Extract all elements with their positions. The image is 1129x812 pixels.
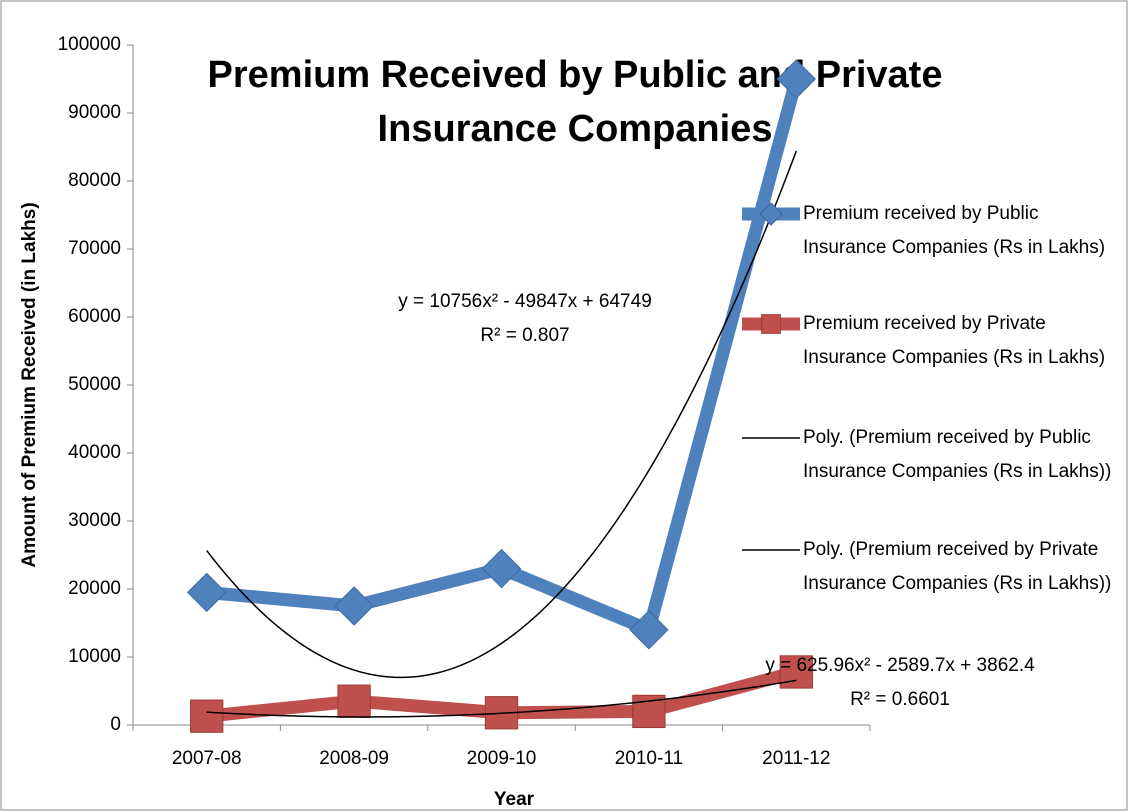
data-point <box>334 586 374 626</box>
y-tick-label: 50000 <box>68 374 121 395</box>
data-point <box>337 684 371 718</box>
x-axis-label: Year <box>494 789 535 810</box>
legend-entry: Poly. (Premium received by Public Insura… <box>803 427 1112 482</box>
y-tick-label: 90000 <box>68 102 121 123</box>
trendline-equation: y = 10756x² - 49847x + 64749 <box>398 291 652 312</box>
x-tick-label: 2010-11 <box>615 748 683 769</box>
y-tick-label: 100000 <box>58 34 121 55</box>
trendline <box>206 679 797 718</box>
data-point <box>632 694 666 729</box>
legend-marker <box>761 314 781 334</box>
data-point <box>776 59 817 99</box>
data-point <box>481 548 522 589</box>
y-tick-label: 70000 <box>68 238 121 259</box>
y-axis-label: Amount of Premium Received (in Lakhs) <box>19 202 40 567</box>
x-tick-label: 2008-09 <box>319 748 389 769</box>
legend-marker <box>759 202 783 226</box>
trendline <box>206 150 798 679</box>
legend-entry: Premium received by Private Insurance Co… <box>803 313 1106 368</box>
legend-entry: Poly. (Premium received by Private Insur… <box>803 539 1112 594</box>
chart-title: Premium Received by Public and Private I… <box>207 54 943 150</box>
chart-title: Premium Received by Public and Private I… <box>207 54 943 150</box>
y-tick-label: 10000 <box>68 646 121 667</box>
y-tick-label: 60000 <box>68 306 121 327</box>
x-tick-label: 2009-10 <box>467 748 537 769</box>
y-tick-label: 20000 <box>68 578 121 599</box>
legend-label: Poly. (Premium received by Public Insura… <box>803 427 1112 482</box>
y-tick-label: 40000 <box>68 442 121 463</box>
trendline-r2: R² = 0.807 <box>480 325 569 346</box>
y-tick-label: 0 <box>110 714 121 735</box>
y-tick-label: 30000 <box>68 510 121 531</box>
data-point <box>629 610 669 650</box>
legend-label: Poly. (Premium received by Private Insur… <box>803 539 1112 594</box>
legend-entry: Premium received by Public Insurance Com… <box>803 203 1106 258</box>
x-tick-label: 2011-12 <box>762 748 830 769</box>
data-point <box>190 699 224 733</box>
trendline-r2: R² = 0.6601 <box>850 689 950 710</box>
trendline-equation: y = 625.96x² - 2589.7x + 3862.4 <box>765 655 1035 676</box>
legend-label: Premium received by Private Insurance Co… <box>803 313 1106 368</box>
y-tick-label: 80000 <box>68 170 121 191</box>
legend-label: Premium received by Public Insurance Com… <box>803 203 1106 258</box>
data-point <box>186 572 227 613</box>
x-tick-label: 2007-08 <box>172 748 242 769</box>
